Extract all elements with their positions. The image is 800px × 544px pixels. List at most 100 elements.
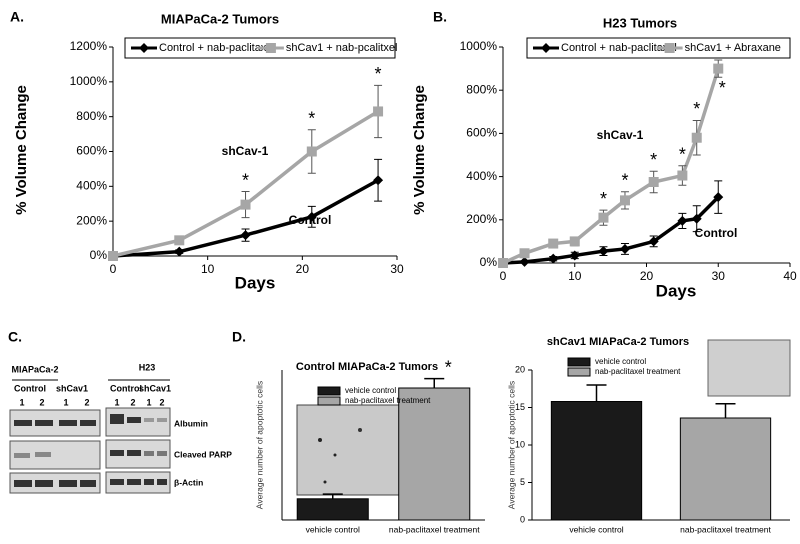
significance: * [650,150,657,170]
series-line [502,195,720,265]
marker [240,199,251,210]
legend-label: vehicle control [595,357,646,366]
legend-label: shCav1 + nab-pcalitxel [286,42,398,54]
x-tick-label: 0 [110,262,117,276]
marker [548,253,559,264]
legend-marker [664,43,675,53]
marker [648,177,659,187]
y-tick-label: 15 [515,402,525,412]
y-tick-label: 20 [515,364,525,374]
row-label: Cleaved PARP [174,449,232,459]
panel-label: D. [232,329,246,345]
bar [550,401,643,521]
y-axis-label: Average number of apoptotic cells [506,381,516,509]
x-tick-label: nab-paclitaxel treatment [680,524,771,534]
marker [677,170,688,181]
cell-line-label: MIAPaCa-2 [11,364,58,374]
legend-marker [265,43,276,53]
legend-label: nab-paclitaxel treatment [345,396,431,405]
legend-label: Control + nab-paclitaxel [561,42,677,54]
x-tick-label: 20 [640,269,654,283]
legend-swatch [317,386,341,396]
bar [398,387,471,521]
significance: * [719,78,726,98]
marker [713,63,724,74]
panel-label: C. [8,329,22,345]
y-tick-label: 600% [466,126,497,140]
legend-swatch [567,367,591,377]
y-tick-label: 200% [466,212,497,226]
panel-label: A. [10,9,24,25]
cell-line-label: H23 [139,362,156,372]
lane-label: 1 [114,397,119,407]
chart-title: MIAPaCa-2 Tumors [161,11,279,26]
marker [240,230,251,241]
marker [598,246,609,257]
annotation: Control [695,226,738,240]
legend-swatch [567,357,591,367]
legend-marker [541,43,551,53]
annotation: shCav-1 [222,144,269,158]
significance: * [445,357,452,377]
x-axis-label: Days [235,273,276,292]
marker [619,243,630,254]
significance: * [308,108,315,128]
y-tick-label: 400% [466,169,497,183]
chart-title: H23 Tumors [603,15,677,30]
marker [108,251,118,261]
chart-title: shCav1 MIAPaCa-2 Tumors [547,336,689,348]
marker [598,212,609,223]
significance: * [600,189,607,209]
legend-label: shCav1 + Abraxane [685,42,781,54]
marker [648,236,659,247]
y-tick-label: 800% [466,82,497,96]
marker [306,146,317,157]
lane-label: 2 [130,397,135,407]
lane-label: 1 [19,397,24,407]
lane-label: 1 [63,397,68,407]
row-label: Albumin [174,418,208,428]
group-label: Control [110,383,142,393]
marker [619,195,630,206]
inset-image [707,339,791,397]
group-label: Control [14,383,46,393]
y-tick-label: 10 [515,439,525,449]
significance: * [679,145,686,165]
significance: * [621,170,628,190]
error-bar [424,377,445,388]
group-label: shCav1 [56,383,88,393]
marker [569,236,580,247]
significance: * [375,64,382,84]
annotation: Control [289,213,332,227]
blot-bands [14,414,167,487]
marker [498,258,508,268]
y-axis-label: % Volume Change [411,85,428,215]
marker [519,256,530,267]
lane-label: 2 [159,397,164,407]
y-tick-label: 600% [76,144,107,158]
y-tick-label: 1200% [70,39,108,53]
panel-label: B. [433,9,447,25]
y-tick-label: 5 [520,477,525,487]
legend-swatch [317,396,341,406]
marker [677,215,688,226]
chart-title: Control MIAPaCa-2 Tumors [296,361,438,373]
x-tick-label: 20 [296,262,310,276]
y-tick-label: 800% [76,109,107,123]
marker [691,213,702,224]
x-tick-label: 30 [390,262,404,276]
marker [174,235,185,246]
lane-label: 2 [84,397,89,407]
legend-label: Control + nab-paclitaxel [159,42,275,54]
y-tick-label: 0% [90,248,108,262]
marker [713,192,724,203]
y-tick-label: 1000% [460,39,498,53]
marker [548,238,559,249]
lane-label: 2 [39,397,44,407]
bar [296,498,369,521]
y-tick-label: 200% [76,213,107,227]
marker [306,211,317,222]
x-tick-label: 40 [783,269,797,283]
legend-label: nab-paclitaxel treatment [595,367,681,376]
